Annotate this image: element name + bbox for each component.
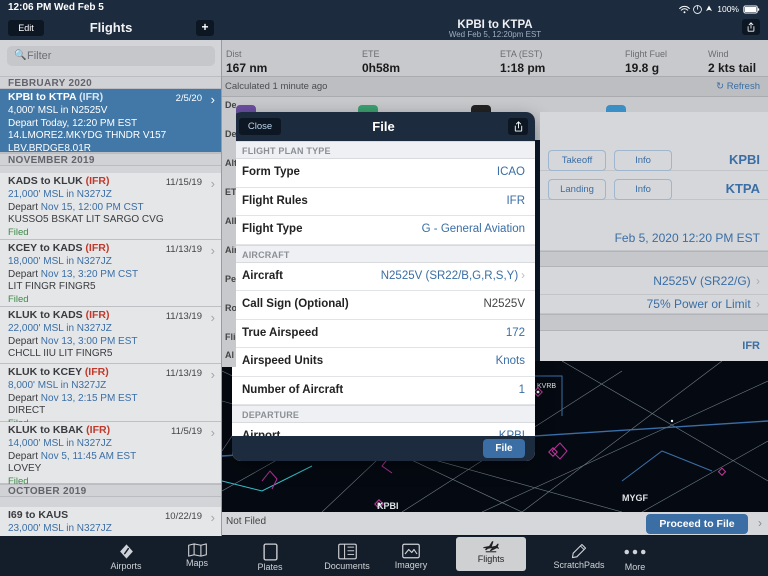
- svg-text:KPBI: KPBI: [377, 501, 399, 511]
- svg-text:KVRB: KVRB: [537, 383, 556, 390]
- svg-text:MYGF: MYGF: [622, 493, 649, 503]
